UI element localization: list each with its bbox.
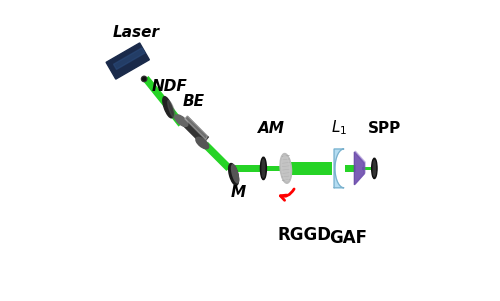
Ellipse shape (196, 137, 208, 149)
Ellipse shape (175, 115, 188, 126)
Polygon shape (182, 116, 208, 144)
Text: BE: BE (183, 94, 205, 109)
Text: Laser: Laser (113, 25, 160, 40)
Text: $L_1$: $L_1$ (330, 119, 346, 137)
Polygon shape (234, 165, 262, 172)
Ellipse shape (142, 77, 146, 80)
Polygon shape (354, 152, 364, 185)
Ellipse shape (163, 97, 173, 118)
Ellipse shape (372, 158, 377, 178)
Ellipse shape (282, 156, 290, 181)
Ellipse shape (262, 160, 265, 177)
Text: NDF: NDF (152, 79, 188, 94)
Polygon shape (106, 43, 150, 79)
Polygon shape (345, 165, 356, 172)
Text: GAF: GAF (329, 229, 367, 247)
Ellipse shape (228, 163, 238, 185)
Text: SPP: SPP (368, 121, 401, 136)
Polygon shape (202, 142, 232, 171)
Polygon shape (266, 166, 284, 171)
Ellipse shape (280, 154, 291, 183)
Polygon shape (290, 162, 332, 175)
Ellipse shape (260, 157, 266, 180)
Polygon shape (362, 166, 372, 170)
Text: RGGD: RGGD (278, 226, 332, 244)
Ellipse shape (142, 76, 147, 82)
Text: AM: AM (258, 121, 285, 136)
Polygon shape (185, 115, 208, 140)
Ellipse shape (232, 165, 238, 183)
Text: M: M (230, 185, 246, 200)
Polygon shape (334, 149, 344, 188)
Polygon shape (114, 48, 145, 70)
Ellipse shape (168, 101, 175, 119)
Polygon shape (356, 151, 365, 184)
Polygon shape (165, 105, 184, 126)
Ellipse shape (373, 161, 376, 176)
Polygon shape (142, 76, 170, 107)
